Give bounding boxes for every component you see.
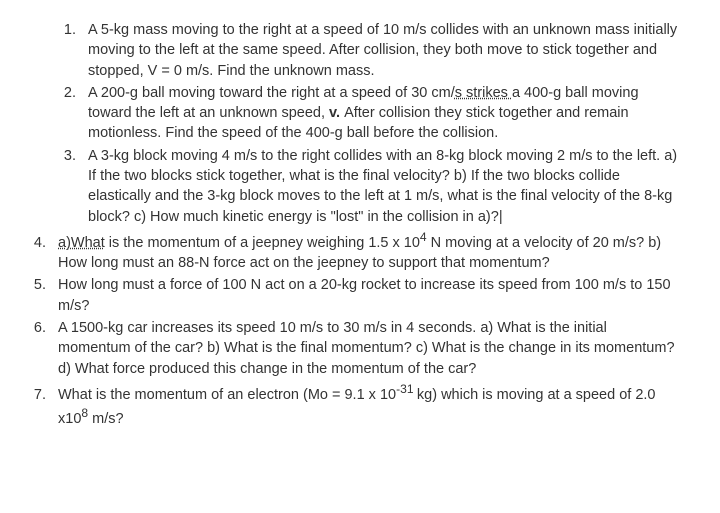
problem-6: A 1500-kg car increases its speed 10 m/s… [50,318,680,379]
problem-5: How long must a force of 100 N act on a … [50,275,680,316]
problem-2-strikes: s strikes [455,85,512,101]
problem-4: a)What is the momentum of a jeepney weig… [50,229,680,273]
problem-2: A 200-g ball moving toward the right at … [80,83,680,144]
problem-6-text: A 1500-kg car increases its speed 10 m/s… [58,320,675,377]
problem-5-text: How long must a force of 100 N act on a … [58,277,671,313]
problem-list: A 5-kg mass moving to the right at a spe… [50,20,680,429]
problem-7-exp1: -31 [396,382,417,396]
problem-4-awhat: a)What [58,235,105,251]
problem-3-text: A 3-kg block moving 4 m/s to the right c… [88,148,677,225]
problem-4-text-b: is the momentum of a jeepney weighing 1.… [105,235,420,251]
problem-1: A 5-kg mass moving to the right at a spe… [80,20,680,81]
problem-2-text-a: A 200-g ball moving toward the right at … [88,85,455,101]
problem-7-text-c: m/s? [88,411,123,427]
problem-7: What is the momentum of an electron (Mo … [50,381,680,429]
problem-2-v: v. [329,105,344,121]
problem-1-text: A 5-kg mass moving to the right at a spe… [88,22,677,79]
problem-7-text-a: What is the momentum of an electron (Mo … [58,387,396,403]
problem-4-exp: 4 [420,230,427,244]
problem-3: A 3-kg block moving 4 m/s to the right c… [80,146,680,227]
